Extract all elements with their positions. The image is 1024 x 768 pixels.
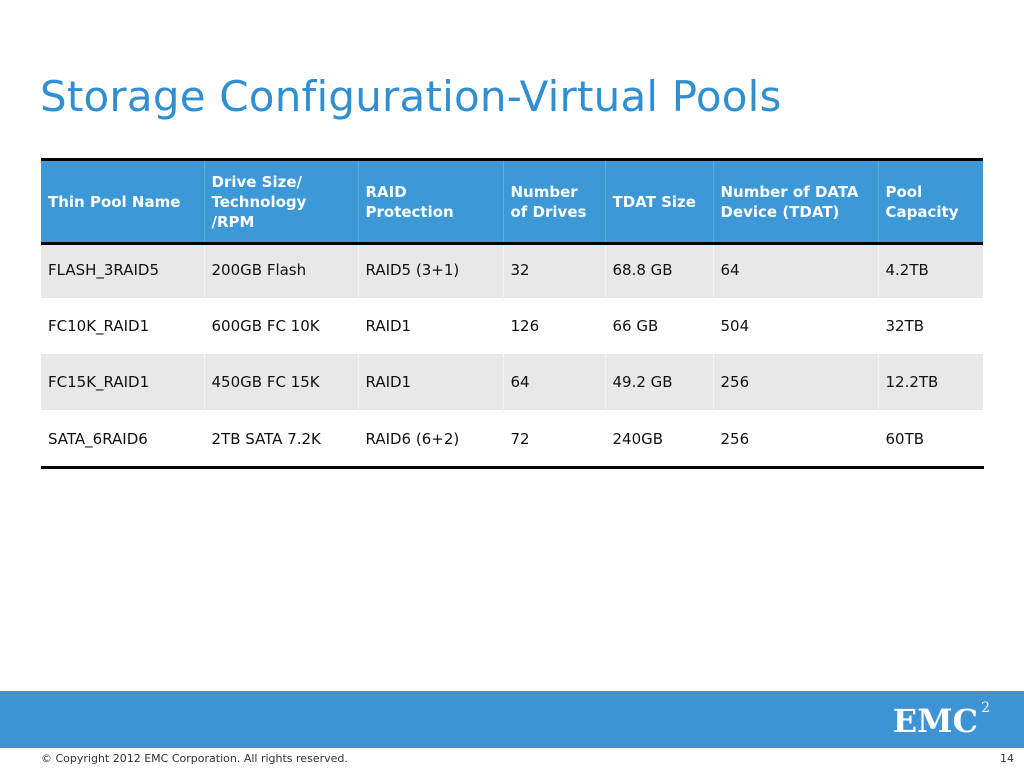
table-row: FC15K_RAID1 450GB FC 15K RAID1 64 49.2 G… bbox=[41, 353, 983, 412]
cell-drive-size: 2TB SATA 7.2K bbox=[204, 411, 359, 469]
virtual-pools-table: Thin Pool Name Drive Size/ Technology /R… bbox=[41, 158, 984, 469]
cell-tdat-size: 240GB bbox=[605, 411, 714, 469]
slide-title: Storage Configuration-Virtual Pools bbox=[40, 72, 782, 121]
cell-number-of-drives: 64 bbox=[503, 353, 606, 410]
cell-thin-pool-name: FLASH_3RAID5 bbox=[41, 241, 205, 298]
header-pool-capacity: Pool Capacity bbox=[878, 158, 983, 245]
header-drive-size: Drive Size/ Technology /RPM bbox=[204, 158, 359, 245]
cell-raid-protection: RAID1 bbox=[358, 297, 504, 354]
header-number-of-data-devices: Number of DATA Device (TDAT) bbox=[713, 158, 879, 245]
cell-number-of-drives: 126 bbox=[503, 297, 606, 354]
header-thin-pool-name: Thin Pool Name bbox=[41, 158, 205, 245]
page-number: 14 bbox=[1000, 752, 1014, 765]
cell-tdat-size: 49.2 GB bbox=[605, 353, 714, 410]
table-row: FLASH_3RAID5 200GB Flash RAID5 (3+1) 32 … bbox=[41, 241, 983, 300]
emc-logo: EMC 2 bbox=[892, 701, 990, 740]
table-row: SATA_6RAID6 2TB SATA 7.2K RAID6 (6+2) 72… bbox=[41, 411, 984, 469]
cell-thin-pool-name: FC10K_RAID1 bbox=[41, 297, 205, 354]
logo-text: EMC bbox=[892, 702, 978, 740]
cell-thin-pool-name: FC15K_RAID1 bbox=[41, 353, 205, 410]
cell-pool-capacity: 32TB bbox=[878, 297, 984, 354]
cell-number-of-drives: 32 bbox=[503, 241, 606, 298]
cell-drive-size: 450GB FC 15K bbox=[204, 353, 359, 410]
header-number-of-drives: Number of Drives bbox=[503, 158, 606, 245]
copyright-notice: © Copyright 2012 EMC Corporation. All ri… bbox=[41, 752, 348, 765]
cell-pool-capacity: 4.2TB bbox=[885, 261, 929, 280]
cell-tdat-size: 66 GB bbox=[605, 297, 714, 354]
table-row: FC10K_RAID1 600GB FC 10K RAID1 126 66 GB… bbox=[41, 297, 984, 356]
cell-raid-protection: RAID5 (3+1) bbox=[358, 241, 504, 298]
cell-raid-protection: RAID6 (6+2) bbox=[358, 411, 504, 469]
cell-drive-size: 600GB FC 10K bbox=[204, 297, 359, 354]
cell-number-of-drives: 72 bbox=[503, 411, 606, 469]
cell-thin-pool-name: SATA_6RAID6 bbox=[41, 411, 205, 469]
logo-superscript: 2 bbox=[981, 700, 990, 716]
table-header-row: Thin Pool Name Drive Size/ Technology /R… bbox=[41, 158, 983, 245]
cell-drive-size: 200GB Flash bbox=[204, 241, 359, 298]
cell-pool-capacity: 12.2TB bbox=[885, 372, 939, 391]
cell-tdat-size: 68.8 GB bbox=[605, 241, 714, 298]
cell-raid-protection: RAID1 bbox=[358, 353, 504, 410]
header-tdat-size: TDAT Size bbox=[605, 158, 714, 245]
footer-band: EMC 2 bbox=[0, 691, 1024, 748]
cell-number-of-data-devices: 64 bbox=[713, 241, 879, 298]
header-raid-protection: RAID Protection bbox=[358, 158, 504, 245]
cell-number-of-data-devices: 504 bbox=[713, 297, 879, 354]
cell-pool-capacity: 60TB bbox=[878, 411, 984, 469]
cell-number-of-data-devices: 256 bbox=[713, 411, 879, 469]
cell-number-of-data-devices: 256 bbox=[713, 353, 879, 410]
